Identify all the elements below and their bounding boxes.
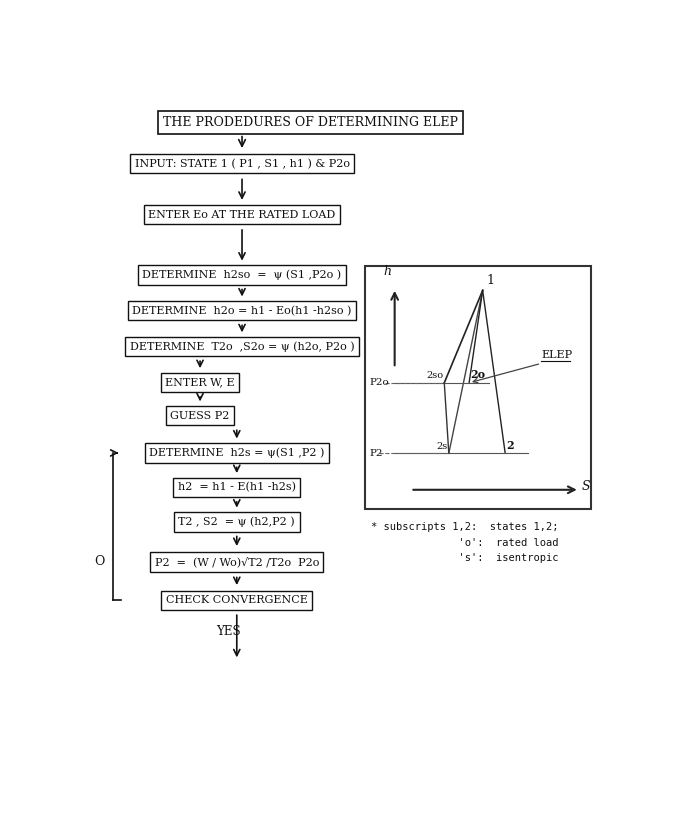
Text: 2o: 2o bbox=[470, 369, 485, 381]
Text: DETERMINE  h2so  =  ψ (S1 ,P2o ): DETERMINE h2so = ψ (S1 ,P2o ) bbox=[142, 270, 342, 280]
Text: h: h bbox=[384, 265, 392, 278]
Text: CHECK CONVERGENCE: CHECK CONVERGENCE bbox=[166, 595, 308, 605]
Bar bbox=[366, 266, 591, 509]
Text: ENTER Eo AT THE RATED LOAD: ENTER Eo AT THE RATED LOAD bbox=[148, 210, 336, 220]
Text: T2 , S2  = ψ (h2,P2 ): T2 , S2 = ψ (h2,P2 ) bbox=[179, 517, 295, 528]
Text: h2  = h1 - E(h1 -h2s): h2 = h1 - E(h1 -h2s) bbox=[178, 482, 296, 493]
Text: THE PRODEDURES OF DETERMINING ELEP: THE PRODEDURES OF DETERMINING ELEP bbox=[162, 116, 458, 129]
Text: 2s: 2s bbox=[437, 442, 447, 450]
Text: S: S bbox=[582, 480, 591, 494]
Text: INPUT: STATE 1 ( P1 , S1 , h1 ) & P2o: INPUT: STATE 1 ( P1 , S1 , h1 ) & P2o bbox=[135, 159, 349, 169]
Text: DETERMINE  h2s = ψ(S1 ,P2 ): DETERMINE h2s = ψ(S1 ,P2 ) bbox=[149, 448, 324, 458]
Text: ENTER W, E: ENTER W, E bbox=[165, 377, 235, 387]
Text: 2: 2 bbox=[506, 440, 514, 450]
Text: GUESS P2: GUESS P2 bbox=[171, 411, 230, 420]
Text: * subscripts 1,2:  states 1,2;
              'o':  rated load
              's':: * subscripts 1,2: states 1,2; 'o': rated… bbox=[370, 522, 558, 563]
Text: DETERMINE  h2o = h1 - Eo(h1 -h2so ): DETERMINE h2o = h1 - Eo(h1 -h2so ) bbox=[132, 306, 352, 316]
Text: YES: YES bbox=[216, 625, 240, 638]
Text: 2so: 2so bbox=[426, 371, 443, 381]
Text: DETERMINE  T2o  ,S2o = ψ (h2o, P2o ): DETERMINE T2o ,S2o = ψ (h2o, P2o ) bbox=[130, 342, 354, 352]
Text: P2: P2 bbox=[370, 449, 383, 458]
Text: O: O bbox=[94, 555, 104, 568]
Text: ELEP: ELEP bbox=[542, 350, 573, 360]
Text: 1: 1 bbox=[487, 274, 495, 288]
Text: P2o: P2o bbox=[370, 378, 389, 387]
Text: P2  =  (W / Wo)√T2 /T2o  P2o: P2 = (W / Wo)√T2 /T2o P2o bbox=[154, 556, 319, 567]
